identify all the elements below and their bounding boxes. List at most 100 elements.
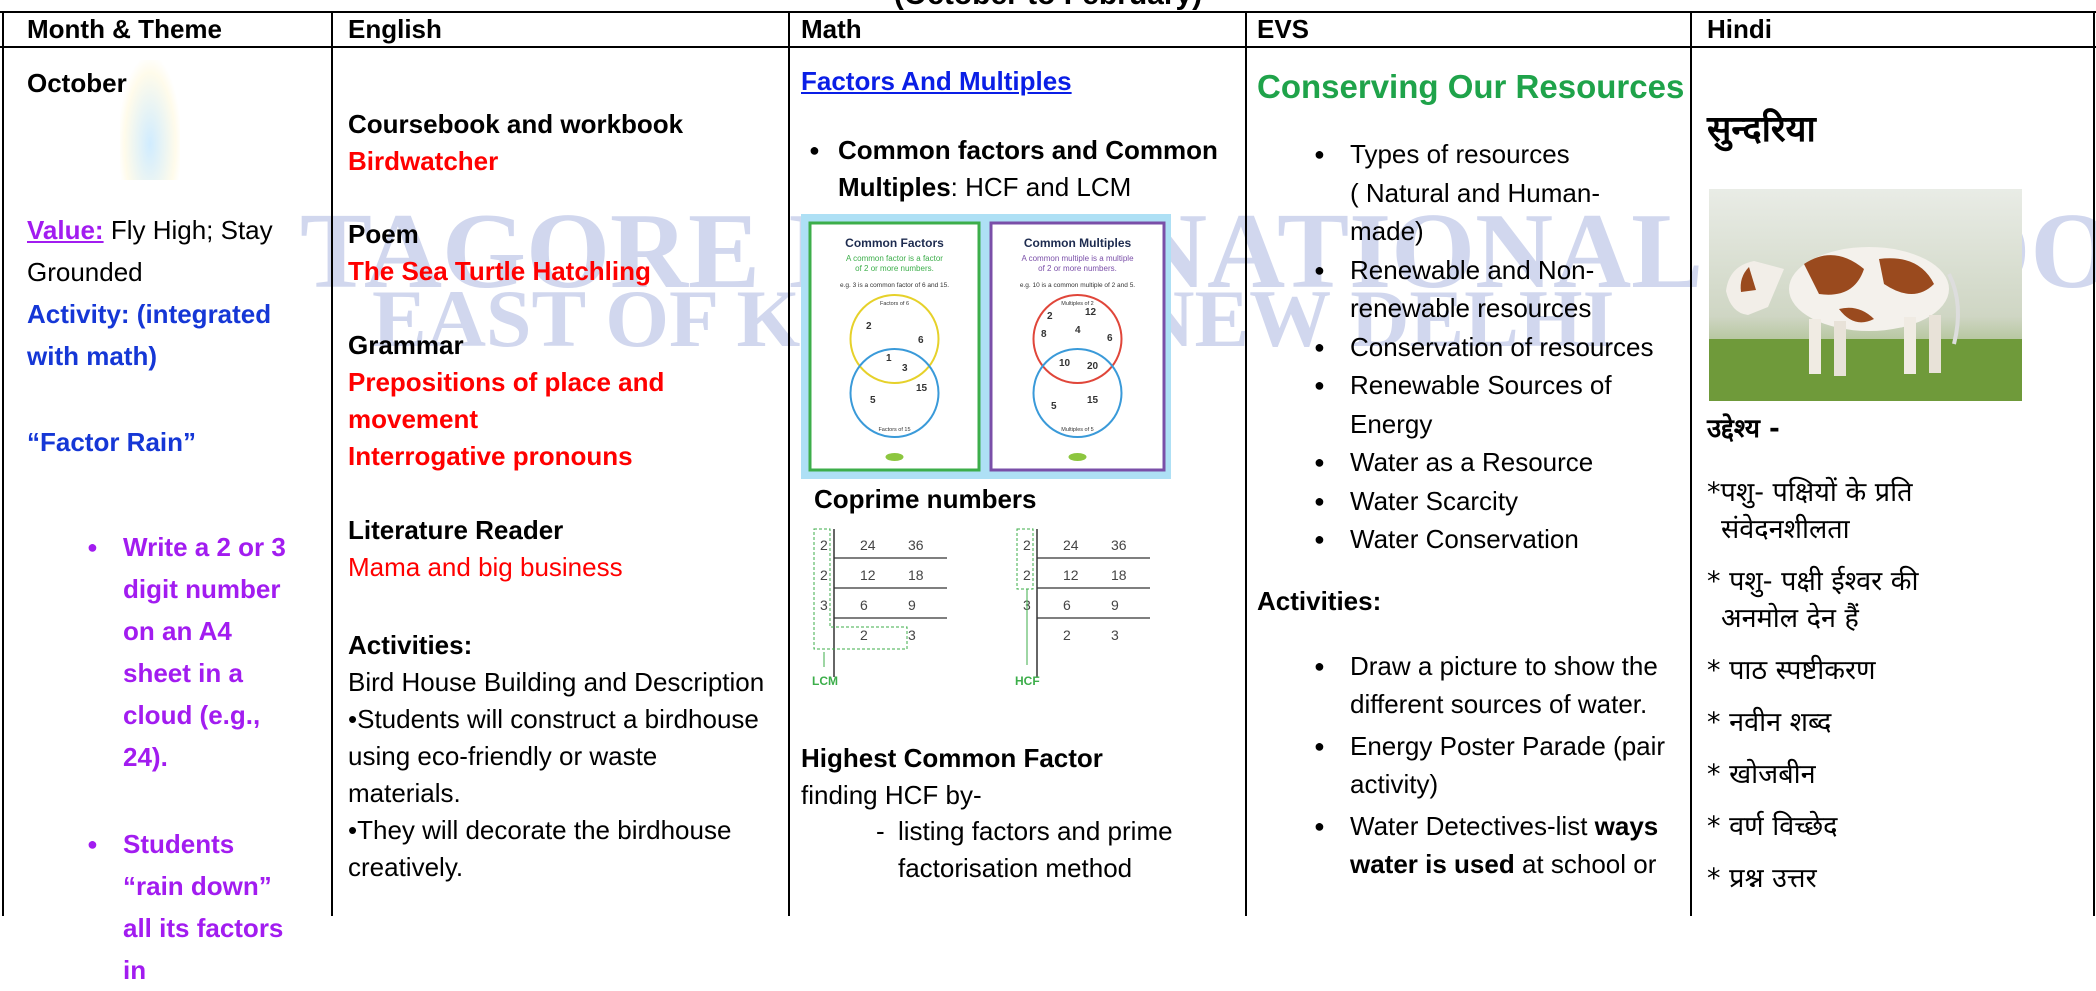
math-bullet: ● Common factors and Common Multiples: HC… — [801, 132, 1238, 206]
topic: Types of resources ( Natural and Human-m… — [1314, 135, 1660, 251]
topic: Conservation of resources — [1314, 328, 1660, 367]
activity: Energy Poster Parade (pair activity) — [1314, 727, 1670, 803]
objective: उद्देश्य - — [1707, 414, 1780, 444]
division-number: 2 — [860, 627, 868, 643]
bullet: ● — [809, 140, 820, 160]
month-cell: October Value: Fly High; Stay Grounded A… — [27, 62, 312, 991]
value-text: Fly High; Stay Grounded — [27, 215, 273, 287]
doc-title: (October to February) — [0, 0, 2096, 12]
division-number: 12 — [860, 567, 876, 583]
division-number: 24 — [860, 537, 876, 553]
value-label: Value: — [27, 215, 104, 245]
division-number: 2 — [820, 537, 828, 553]
subheading: Highest Common Factor — [801, 743, 1103, 773]
division-number: 6 — [860, 597, 868, 613]
heading: Coursebook and workbook — [348, 109, 684, 139]
venn-number: 20 — [1087, 361, 1099, 372]
item: Interrogative pronouns — [348, 441, 633, 471]
card — [808, 221, 981, 472]
heading: Poem — [348, 219, 419, 249]
activity-title: Bird House Building and Description — [348, 667, 765, 697]
set-b — [849, 348, 940, 438]
caption: A common factor is a factor — [846, 254, 943, 263]
topic: Water Conservation — [1314, 520, 1660, 559]
topic-link[interactable]: Factors And Multiples — [801, 66, 1072, 96]
venn-number: 15 — [916, 383, 928, 394]
division-number: 2 — [820, 567, 828, 583]
point: * वर्ण विच्छेद — [1707, 811, 1838, 842]
logo-drop — [120, 60, 180, 180]
venn-number: 1 — [886, 353, 892, 364]
card-title: Common Multiples — [1024, 236, 1132, 250]
value: Value: Fly High; Stay Grounded — [27, 209, 312, 293]
step: Write a 2 or 3 digit number on an A4 she… — [87, 526, 288, 778]
item: Prepositions of place and movement — [348, 367, 665, 434]
border — [2093, 11, 2095, 916]
activity-text: ways water is used — [1350, 811, 1659, 879]
example: e.g. 3 is a common factor of 6 and 15. — [840, 282, 949, 289]
venn-chart: Common Factors A common factor is a facto… — [808, 221, 981, 472]
activity-name: “Factor Rain” — [27, 427, 197, 457]
set-label: Factors of 15 — [878, 427, 910, 433]
item: Birdwatcher — [348, 146, 499, 176]
page: TAGORE INTERNATIONAL SCHOOL EAST OF KAIL… — [0, 0, 2096, 916]
text: finding HCF by- — [801, 780, 982, 810]
bullet-bold: Common factors and Common Multiples — [838, 135, 1218, 202]
header: EVS — [1257, 14, 1310, 44]
activity-text: Energy Poster Parade (pair activity) — [1350, 731, 1666, 799]
border — [1245, 11, 1247, 916]
division-number: 6 — [1063, 597, 1071, 613]
division-number: 2 — [1023, 537, 1031, 553]
division-number: 9 — [908, 597, 916, 613]
label: LCM — [812, 674, 838, 688]
border — [0, 11, 2096, 13]
division-number: 36 — [908, 537, 924, 553]
point: * पाठ स्पष्टीकरण — [1707, 655, 1876, 686]
heading: Activities: — [1257, 586, 1382, 616]
topic: Water as a Resource — [1314, 443, 1660, 482]
venn-number: 15 — [1087, 395, 1099, 406]
division-number: 36 — [1111, 537, 1127, 553]
division-table: 224362121836923HCF — [1015, 528, 1150, 688]
topic: Water Scarcity — [1314, 482, 1660, 521]
example: e.g. 10 is a common multiple of 2 and 5. — [1020, 282, 1135, 289]
venn-number: 12 — [1085, 307, 1097, 318]
header: Hindi — [1707, 14, 1772, 44]
heading: Grammar — [348, 330, 464, 360]
activity: Draw a picture to show the different sou… — [1314, 647, 1670, 723]
venn-number: 2 — [866, 321, 872, 332]
division-number: 18 — [908, 567, 924, 583]
division-number: 3 — [908, 627, 916, 643]
point: * नवीन शब्द — [1707, 707, 1832, 738]
division-number: 24 — [1063, 537, 1079, 553]
step: Students “rain down” all its factors in — [87, 823, 288, 991]
caption: of 2 or more numbers. — [855, 264, 934, 273]
heading: Activities: — [348, 630, 473, 660]
caption: A common multiple is a multiple — [1021, 254, 1134, 263]
venn-number: 6 — [918, 335, 924, 346]
point: * खोजबीन — [1707, 759, 1816, 790]
logo — [885, 453, 904, 461]
heading: Conserving Our Resources — [1257, 68, 1685, 105]
text: listing factors and prime factorisation … — [898, 816, 1173, 883]
points: *पशु- पक्षियों के प्रति संवेदनशीलता * पशु… — [1707, 474, 1957, 912]
venn-number: 5 — [1051, 401, 1057, 412]
card-title: Common Factors — [845, 236, 944, 250]
bullet-text: : HCF and LCM — [950, 172, 1132, 202]
item: Mama and big business — [348, 552, 623, 582]
border — [2, 11, 4, 916]
topic: Renewable Sources of Energy — [1314, 366, 1660, 443]
set-a — [1032, 294, 1123, 384]
activity-text: Water Detectives-list — [1350, 811, 1595, 841]
set-label: Multiples of 5 — [1061, 427, 1093, 433]
set-label: Factors of 6 — [880, 301, 909, 307]
border — [0, 46, 2096, 48]
activity-text: at school or — [1514, 849, 1657, 879]
logo — [1068, 453, 1087, 461]
highlight — [1016, 528, 1034, 590]
division-number: 2 — [1063, 627, 1071, 643]
point: *पशु- पक्षियों के प्रति संवेदनशीलता — [1707, 477, 1913, 545]
highlight — [813, 528, 908, 650]
header: Month & Theme — [27, 14, 222, 44]
